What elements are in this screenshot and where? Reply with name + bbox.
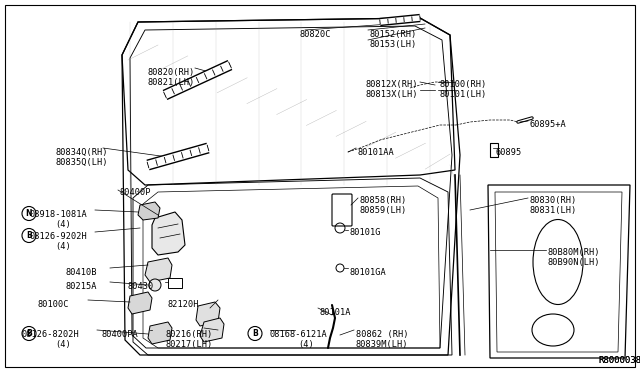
Text: 80152(RH): 80152(RH): [370, 30, 417, 39]
Polygon shape: [138, 202, 160, 220]
Text: 80862 (RH): 80862 (RH): [356, 330, 408, 339]
Polygon shape: [148, 322, 172, 344]
Text: 08126-9202H: 08126-9202H: [30, 232, 88, 241]
Text: 80858(RH): 80858(RH): [360, 196, 407, 205]
Text: 80812X(RH): 80812X(RH): [365, 80, 417, 89]
Text: B: B: [252, 329, 258, 338]
Text: (4): (4): [55, 220, 71, 229]
Text: N: N: [26, 209, 32, 218]
Text: (4): (4): [55, 340, 71, 349]
Polygon shape: [128, 292, 152, 314]
Text: 80859(LH): 80859(LH): [360, 206, 407, 215]
Text: 80101AA: 80101AA: [358, 148, 395, 157]
Text: 80101A: 80101A: [320, 308, 351, 317]
Text: 80217(LH): 80217(LH): [166, 340, 213, 349]
Text: 80101GA: 80101GA: [350, 268, 387, 277]
Text: 60895+A: 60895+A: [530, 120, 567, 129]
Text: (4): (4): [55, 242, 71, 251]
Text: 80B90N(LH): 80B90N(LH): [548, 258, 600, 267]
Text: 80834Q(RH): 80834Q(RH): [55, 148, 108, 157]
Text: 80820C: 80820C: [300, 30, 332, 39]
Polygon shape: [196, 302, 220, 326]
Text: 82120H: 82120H: [168, 300, 200, 309]
Text: 80821(LH): 80821(LH): [148, 78, 195, 87]
Text: 80820(RH): 80820(RH): [148, 68, 195, 77]
Text: 80839M(LH): 80839M(LH): [356, 340, 408, 349]
Polygon shape: [200, 318, 224, 342]
Text: 08126-8202H: 08126-8202H: [22, 330, 80, 339]
Text: 80430: 80430: [128, 282, 154, 291]
Text: (4): (4): [298, 340, 314, 349]
Circle shape: [149, 279, 161, 291]
Text: 80400P: 80400P: [120, 188, 152, 197]
Text: 80100(RH): 80100(RH): [440, 80, 487, 89]
Text: 80831(LH): 80831(LH): [530, 206, 577, 215]
Text: B: B: [26, 231, 32, 240]
Text: 80216(RH): 80216(RH): [166, 330, 213, 339]
Text: 80813X(LH): 80813X(LH): [365, 90, 417, 99]
Text: 08918-1081A: 08918-1081A: [30, 210, 88, 219]
Text: 80400PA: 80400PA: [102, 330, 139, 339]
Text: 80215A: 80215A: [65, 282, 97, 291]
Text: R8000038: R8000038: [598, 356, 640, 365]
Text: 80410B: 80410B: [65, 268, 97, 277]
Polygon shape: [152, 212, 185, 255]
Text: 80830(RH): 80830(RH): [530, 196, 577, 205]
Text: 60895: 60895: [495, 148, 521, 157]
Text: 80101G: 80101G: [350, 228, 381, 237]
Text: 08168-6121A: 08168-6121A: [270, 330, 328, 339]
Text: B: B: [26, 329, 32, 338]
Polygon shape: [145, 258, 172, 282]
Text: R8000038: R8000038: [598, 356, 640, 365]
Text: 80835Q(LH): 80835Q(LH): [55, 158, 108, 167]
Text: 80B80M(RH): 80B80M(RH): [548, 248, 600, 257]
Text: 80101(LH): 80101(LH): [440, 90, 487, 99]
Text: 80100C: 80100C: [38, 300, 70, 309]
Text: 80153(LH): 80153(LH): [370, 40, 417, 49]
